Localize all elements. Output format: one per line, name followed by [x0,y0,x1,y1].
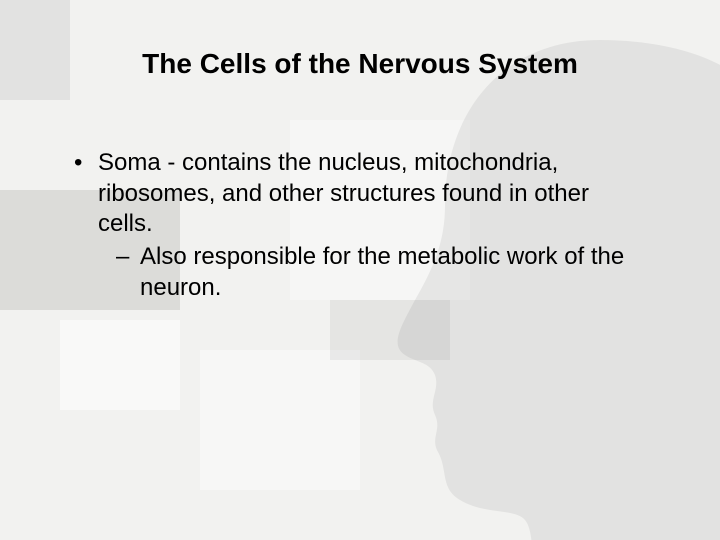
bullet-item: Soma - contains the nucleus, mitochondri… [70,148,650,304]
sub-bullet-item: Also responsible for the metabolic work … [116,242,650,303]
slide-body: Soma - contains the nucleus, mitochondri… [60,148,660,304]
sub-bullet-text: Also responsible for the metabolic work … [140,243,624,301]
bullet-list: Soma - contains the nucleus, mitochondri… [60,148,660,304]
slide: The Cells of the Nervous System Soma - c… [0,0,720,540]
bullet-text: Soma - contains the nucleus, mitochondri… [98,149,589,237]
slide-title: The Cells of the Nervous System [60,48,660,80]
sub-bullet-list: Also responsible for the metabolic work … [98,242,650,303]
